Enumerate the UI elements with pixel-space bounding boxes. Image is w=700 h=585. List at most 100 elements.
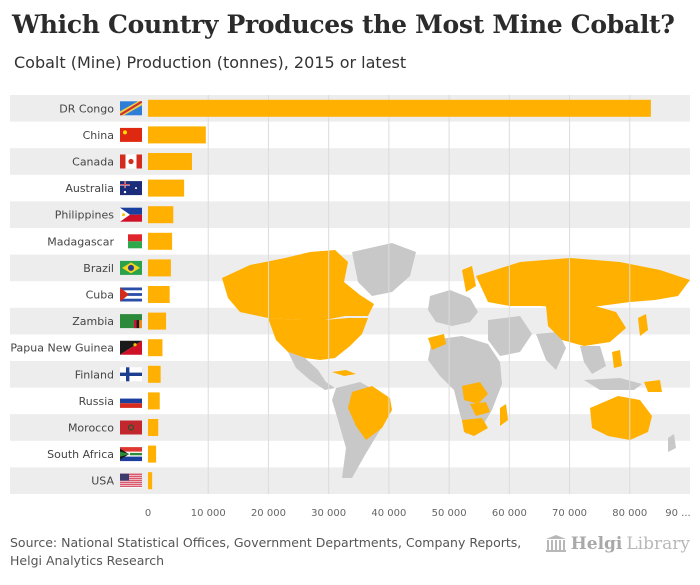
bar-south-africa xyxy=(148,445,157,463)
flag-icon xyxy=(120,207,142,222)
flag-part xyxy=(123,130,127,135)
flag-icon xyxy=(120,367,142,382)
bar-philippines xyxy=(148,206,174,224)
flag-icon xyxy=(120,447,142,462)
map-greenland xyxy=(352,243,416,296)
x-tick-label: 0 xyxy=(145,508,151,519)
flag-part xyxy=(123,190,127,194)
world-map xyxy=(222,243,690,478)
map-philippines xyxy=(612,350,622,368)
chart-subtitle: Cobalt (Mine) Production (tonnes), 2015 … xyxy=(14,53,407,72)
flag-part xyxy=(139,320,142,329)
flag-part xyxy=(120,456,142,462)
flag-icon xyxy=(120,154,142,169)
category-label: DR Congo xyxy=(59,102,114,115)
bar-zambia xyxy=(148,312,167,330)
bar-madagascar xyxy=(148,232,173,250)
flag-part xyxy=(120,451,130,457)
flag-icon xyxy=(120,127,142,142)
flag-part xyxy=(135,187,137,190)
map-finland xyxy=(462,266,476,292)
flag-part xyxy=(128,158,134,165)
flag-part xyxy=(122,213,125,217)
map-india xyxy=(536,332,566,370)
map-middle-east xyxy=(488,316,532,356)
map-new-zealand xyxy=(668,434,676,452)
source-line-1: Source: National Statistical Offices, Go… xyxy=(10,535,522,550)
flag-part xyxy=(120,287,129,302)
flag-part xyxy=(120,372,142,376)
helgi-library-logo: Helgi Library xyxy=(545,534,690,554)
chart-title: Which Country Produces the Most Mine Cob… xyxy=(12,10,675,39)
flag-icon xyxy=(120,340,142,355)
bar-dr-congo xyxy=(148,99,651,117)
map-morocco xyxy=(428,334,446,350)
map-russia xyxy=(476,258,690,308)
bar-australia xyxy=(148,179,185,197)
flag-part xyxy=(120,393,142,399)
x-tick-label: 50 000 xyxy=(432,508,467,519)
flag-part xyxy=(120,207,142,215)
flag-part xyxy=(120,127,142,142)
logo-part-helgi: Helgi xyxy=(570,534,623,554)
x-tick-label: 90 ... xyxy=(665,508,690,519)
x-tick-label: 60 000 xyxy=(492,508,527,519)
bar-papua-new-guinea xyxy=(148,339,163,357)
flag-part xyxy=(130,452,142,456)
bar-canada xyxy=(148,153,192,170)
category-label: Canada xyxy=(72,156,114,169)
flag-part xyxy=(133,343,137,347)
x-tick-labels: 0 10 000 20 000 30 000 40 000 50 000 60 000 70 … xyxy=(145,508,691,519)
flag-part xyxy=(120,473,142,475)
flag-part xyxy=(120,181,142,196)
x-tick-label: 80 000 xyxy=(612,508,647,519)
flag-icon xyxy=(120,473,142,488)
map-cuba xyxy=(332,370,356,376)
flag-part xyxy=(128,241,142,249)
flag-part xyxy=(128,424,134,431)
map-se-asia xyxy=(580,346,606,374)
x-tick-label: 20 000 xyxy=(251,508,286,519)
map-canada xyxy=(222,250,374,320)
x-tick-label: 40 000 xyxy=(371,508,406,519)
flag-part xyxy=(120,473,129,481)
bars xyxy=(148,99,651,490)
map-papua-new-guinea xyxy=(644,380,662,392)
flag-part xyxy=(128,264,134,271)
flag-part xyxy=(120,290,142,294)
flag-icon xyxy=(120,101,142,116)
flag-part xyxy=(120,479,142,481)
map-indonesia xyxy=(584,378,642,390)
map-south-africa xyxy=(462,418,488,436)
category-label: USA xyxy=(91,475,114,488)
flag-icon xyxy=(120,234,142,249)
category-labels: DR Congo China Canada Australia Philippines M… xyxy=(10,102,114,487)
flag-icon xyxy=(120,314,142,329)
flags xyxy=(120,101,142,488)
category-label: Morocco xyxy=(68,422,114,435)
source-note: Source: National Statistical Offices, Go… xyxy=(10,534,521,570)
logo-part-library: Library xyxy=(626,534,690,554)
map-dr-congo xyxy=(462,382,488,404)
map-mexico xyxy=(288,352,335,390)
category-label: Philippines xyxy=(55,209,115,222)
bar-brazil xyxy=(148,259,171,277)
category-label: Russia xyxy=(79,395,114,408)
library-icon xyxy=(545,535,566,552)
flag-part xyxy=(126,367,130,382)
category-label: Zambia xyxy=(72,315,114,328)
flag-part xyxy=(136,320,140,329)
x-tick-label: 30 000 xyxy=(311,508,346,519)
category-label: China xyxy=(83,129,114,142)
bar-morocco xyxy=(148,419,159,436)
flag-part xyxy=(120,481,142,483)
bar-russia xyxy=(148,392,160,410)
map-japan xyxy=(638,314,648,336)
category-label: Finland xyxy=(75,368,114,381)
map-usa xyxy=(268,318,368,360)
category-label: Australia xyxy=(65,182,114,195)
map-australia xyxy=(590,396,652,440)
flag-icon xyxy=(120,287,142,302)
flag-part xyxy=(120,154,126,169)
flag-part xyxy=(120,475,142,477)
